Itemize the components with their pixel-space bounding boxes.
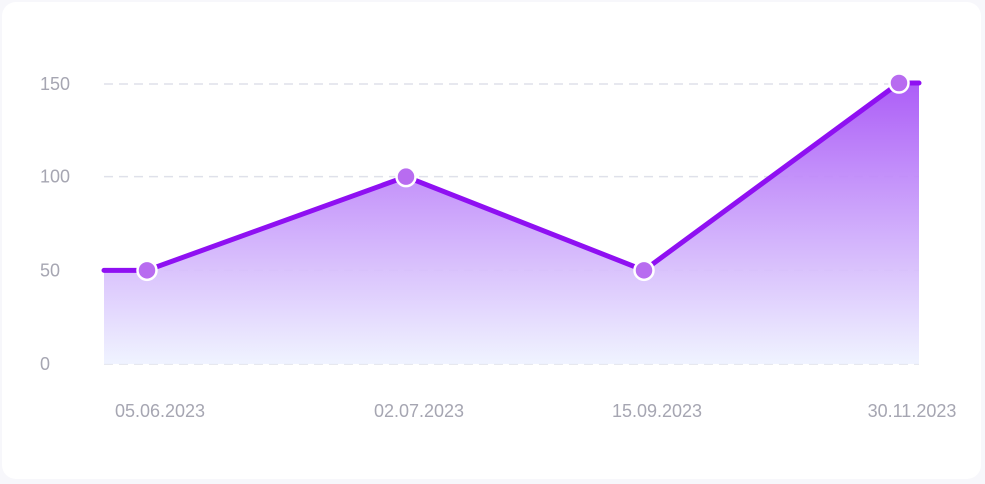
y-tick-label: 50 [40,260,60,280]
data-point[interactable] [136,259,158,282]
x-tick-label: 02.07.2023 [374,401,464,421]
y-tick-label: 0 [40,354,50,374]
series-area [104,83,919,364]
y-tick-label: 100 [40,167,70,187]
y-axis-ticks: 0 50 100 150 [40,74,70,374]
series-layer [101,72,922,364]
data-point[interactable] [633,259,655,282]
x-tick-label: 05.06.2023 [115,401,205,421]
x-tick-label: 15.09.2023 [612,401,702,421]
x-axis-ticks: 05.06.2023 02.07.2023 15.09.2023 30.11.2023 [115,401,956,421]
data-point[interactable] [888,72,910,94]
data-point[interactable] [395,165,417,188]
y-tick-label: 150 [40,74,70,94]
x-tick-label: 30.11.2023 [868,401,957,421]
